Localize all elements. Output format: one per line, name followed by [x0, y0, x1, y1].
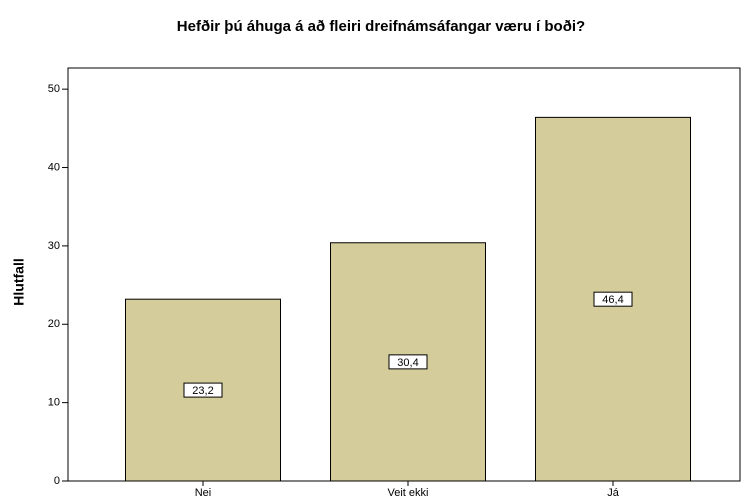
x-tick-label: Nei	[195, 487, 212, 499]
chart-title: Hefðir þú áhuga á að fleiri dreifnámsáfa…	[177, 18, 585, 35]
y-axis-label: Hlutfall	[11, 258, 27, 305]
value-label-box	[388, 354, 428, 370]
value-label-box	[593, 291, 633, 307]
y-tick-label: 30	[48, 240, 60, 252]
value-label: 23,2	[192, 385, 213, 397]
value-label: 46,4	[602, 294, 623, 306]
x-tick-label: Veit ekki	[388, 487, 429, 499]
value-label: 30,4	[397, 357, 418, 369]
y-tick-label: 20	[48, 318, 60, 330]
y-tick-label: 10	[48, 397, 60, 409]
x-tick-label: Já	[607, 487, 620, 499]
y-tick-label: 50	[48, 83, 60, 95]
y-tick-label: 0	[54, 475, 60, 487]
y-tick-label: 40	[48, 161, 60, 173]
value-label-box	[183, 382, 223, 398]
